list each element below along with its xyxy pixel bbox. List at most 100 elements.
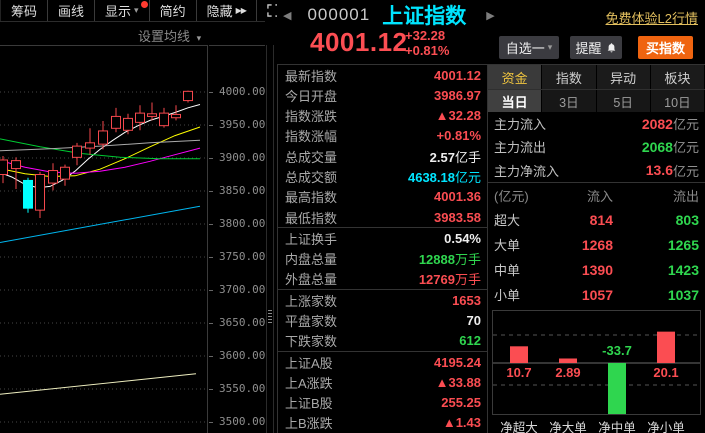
quote-row: 指数涨跌 ▲32.28 <box>278 106 487 126</box>
last-price: 4001.12 <box>310 27 408 57</box>
toolbar-chips-button[interactable]: 筹码 <box>0 0 49 21</box>
flow-row: 主力流入 2082 亿元 <box>488 112 705 135</box>
outflow-value: 803 <box>675 211 699 228</box>
quote-row-label: 内盘总量 <box>285 252 338 268</box>
prev-stock-button[interactable]: ◀ <box>283 9 292 22</box>
flow-size-label: 小单 <box>494 288 521 303</box>
quote-row: 平盘家数 70 <box>278 310 487 330</box>
quote-row: 最高指数 4001.36 <box>278 187 487 207</box>
flow-table-row: 小单 1057 1037 <box>488 282 705 307</box>
quote-row: 上B涨跌 ▲1.43 <box>278 413 487 433</box>
tab-板块[interactable]: 板块 <box>650 65 705 89</box>
axis-tick-label: 3500.00 <box>219 415 266 428</box>
flow-label: 主力流入 <box>494 117 547 133</box>
period-tab-10日[interactable]: 10日 <box>650 90 705 112</box>
axis-tick <box>209 422 213 423</box>
quote-row-label: 上证A股 <box>285 355 333 371</box>
bar-chart-categories: 净超大 净大单 净中单 净小单 <box>488 417 705 433</box>
tab-异动[interactable]: 异动 <box>596 65 651 89</box>
buy-index-button[interactable]: 买指数 <box>638 36 693 59</box>
axis-tick <box>209 125 213 126</box>
candlestick-chart[interactable] <box>0 45 208 433</box>
flow-size-label: 中单 <box>494 263 521 278</box>
svg-text:2.89: 2.89 <box>555 365 580 380</box>
axis-tick-label: 3550.00 <box>219 382 266 395</box>
quote-row-label: 平盘家数 <box>285 314 338 330</box>
watchlist-label: 自选一 <box>505 41 545 56</box>
quote-row-value: 3986.97 <box>434 87 481 103</box>
quote-row: 上A涨跌 ▲33.88 <box>278 372 487 392</box>
axis-tick-label: 3700.00 <box>219 283 266 296</box>
axis-tick-label: 3900.00 <box>219 151 266 164</box>
quote-row: 今日开盘 3986.97 <box>278 85 487 105</box>
quote-row-unit: 亿手 <box>454 149 481 165</box>
quote-row-label: 上B涨跌 <box>285 416 333 432</box>
period-tab-当日[interactable]: 当日 <box>488 90 543 112</box>
fund-tabs: 资金 指数 异动 板块 <box>488 65 705 89</box>
quote-row-label: 上证B股 <box>285 396 333 412</box>
toolbar-display-label: 显示 <box>105 4 132 19</box>
quote-row: 最低指数 3983.58 <box>278 207 487 229</box>
flow-table-header: (亿元) 流入 流出 <box>488 183 705 207</box>
quote-row: 指数涨幅 +0.81% <box>278 126 487 146</box>
l2-trial-link[interactable]: 免费体验L2行情 <box>605 11 698 26</box>
flow-unit: 亿元 <box>672 117 699 133</box>
quote-row-label: 外盘总量 <box>285 272 338 288</box>
net-flow-bar-chart[interactable]: 10.7 2.89 -33.7 20.1 <box>492 310 701 415</box>
quote-row-value: 4195.24 <box>434 354 481 370</box>
bar-category-label: 净小单 <box>647 421 685 433</box>
price-axis: 4000.00 3950.00 3900.00 3850.00 3800.00 3750.… <box>209 45 265 433</box>
axis-tick-label: 4000.00 <box>219 85 266 98</box>
flow-size-label: 大单 <box>494 238 521 253</box>
bar-category-label: 净大单 <box>549 421 587 433</box>
axis-tick <box>209 356 213 357</box>
period-tab-5日[interactable]: 5日 <box>596 90 651 112</box>
alert-button[interactable]: 提醒 <box>570 36 622 59</box>
col-inflow: 流入 <box>586 188 613 204</box>
notification-dot <box>140 1 148 8</box>
quote-row-label: 上涨家数 <box>285 293 338 309</box>
toolbar-simple-button[interactable]: 简约 <box>150 0 197 21</box>
change-percent: +0.81% <box>405 43 450 58</box>
quote-row: 上证A股 4195.24 <box>278 352 487 372</box>
quote-row: 最新指数 4001.12 <box>278 65 487 85</box>
quote-row-label: 指数涨幅 <box>285 129 338 145</box>
toolbar-drawline-button[interactable]: 画线 <box>48 0 96 21</box>
bell-icon <box>607 42 615 52</box>
col-outflow: 流出 <box>672 188 699 204</box>
quote-row-value: 2.57亿手 <box>429 149 481 165</box>
quote-row-unit: 万手 <box>454 272 481 288</box>
toolbar-display-button[interactable]: 显示 ▾ <box>95 0 150 21</box>
quote-row-value: ▲33.88 <box>435 374 481 390</box>
col-unit: (亿元) <box>494 188 529 204</box>
toolbar-hide-button[interactable]: 隐藏 ▶▶ <box>197 0 257 21</box>
price-change: +32.28 +0.81% <box>405 28 449 58</box>
flow-value: 2068 <box>641 138 673 155</box>
inflow-value: 814 <box>589 211 613 228</box>
add-watchlist-button[interactable]: 自选一 ▾ <box>499 36 559 59</box>
period-tab-3日[interactable]: 3日 <box>542 90 597 112</box>
next-stock-button[interactable]: ▶ <box>486 9 495 22</box>
outflow-value: 1037 <box>667 286 699 303</box>
stock-code: 000001 <box>307 5 371 24</box>
flow-unit: 亿元 <box>672 163 699 179</box>
quote-row-label: 总成交额 <box>285 170 338 186</box>
splitter-grip-icon <box>268 310 272 325</box>
period-tabs: 当日 3日 5日 10日 <box>488 89 705 112</box>
chart-toolbar: 筹码 画线 显示 ▾ 简约 隐藏 ▶▶ <box>0 0 291 22</box>
main-flow-rows: 主力流入 2082 亿元 主力流出 2068 亿元 主力净流入 13.6 亿元 <box>488 112 705 182</box>
panel-splitter[interactable] <box>266 45 274 433</box>
double-arrow-icon: ▶▶ <box>235 6 247 15</box>
ma-settings-dropdown[interactable]: 设置均线 ▾ <box>138 26 201 45</box>
quote-row-value: 612 <box>459 333 481 349</box>
quote-row-value: 3983.58 <box>434 209 481 225</box>
tab-资金[interactable]: 资金 <box>488 65 543 89</box>
quote-row: 总成交额 4638.18亿元 <box>278 166 487 186</box>
tab-指数[interactable]: 指数 <box>542 65 597 89</box>
quote-row: 总成交量 2.57亿手 <box>278 146 487 166</box>
flow-row: 主力流出 2068 亿元 <box>488 135 705 158</box>
inflow-value: 1057 <box>581 286 613 303</box>
svg-text:10.7: 10.7 <box>506 365 531 380</box>
quote-row: 上证换手 0.54% <box>278 228 487 248</box>
quote-row-value: +0.81% <box>436 128 481 144</box>
